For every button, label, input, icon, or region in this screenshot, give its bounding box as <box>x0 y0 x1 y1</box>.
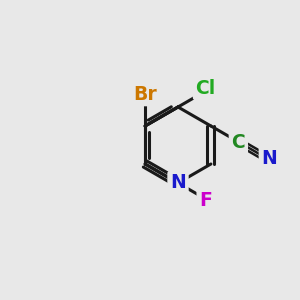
Text: N: N <box>170 173 186 193</box>
Text: C: C <box>232 134 245 152</box>
Text: N: N <box>262 148 277 167</box>
Text: F: F <box>199 191 212 211</box>
Text: Br: Br <box>133 85 157 104</box>
Text: Cl: Cl <box>196 79 216 98</box>
